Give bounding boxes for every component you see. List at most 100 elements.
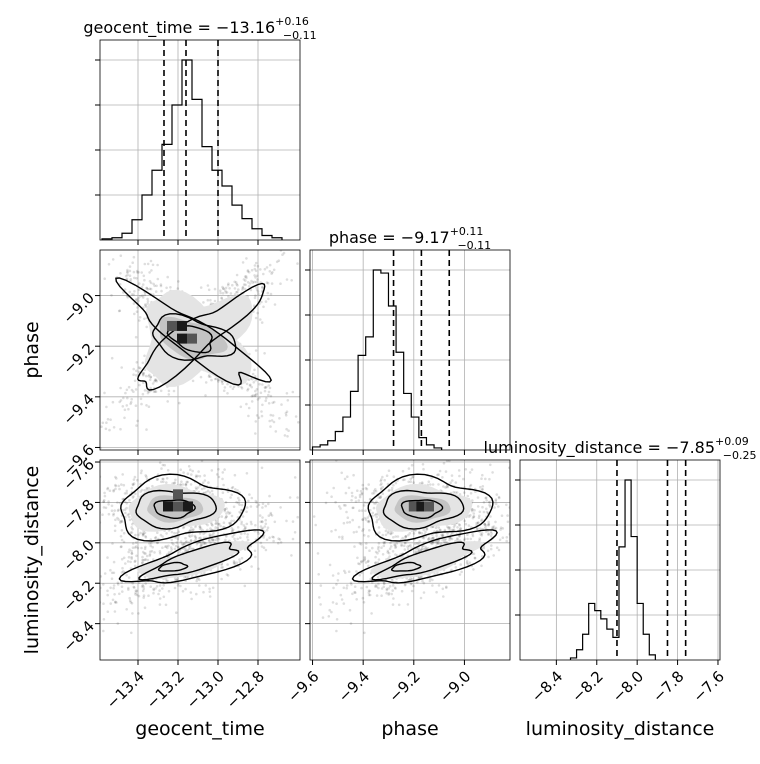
scatter-point — [167, 551, 171, 554]
scatter-point — [159, 284, 163, 288]
scatter-point — [465, 561, 469, 565]
scatter-point — [111, 542, 114, 545]
scatter-point — [194, 474, 198, 478]
scatter-point — [463, 519, 467, 523]
scatter-point — [263, 386, 267, 389]
scatter-point — [141, 283, 145, 286]
scatter-point — [142, 585, 145, 588]
hist-title-geocent_time: geocent_time = −13.16+0.16 −0.11 — [83, 15, 316, 42]
scatter-point — [411, 475, 415, 479]
scatter-point — [352, 473, 355, 477]
scatter-point — [421, 463, 425, 466]
scatter-point — [327, 615, 331, 618]
scatter-point — [254, 389, 257, 393]
scatter-point — [177, 280, 180, 283]
scatter-point — [110, 571, 114, 575]
scatter-point — [395, 542, 399, 545]
scatter-point — [255, 388, 259, 391]
scatter-point — [243, 584, 247, 588]
scatter-point — [241, 261, 245, 264]
scatter-point — [173, 481, 177, 484]
scatter-point — [387, 551, 391, 555]
scatter-point — [235, 291, 238, 294]
scatter-point — [484, 526, 487, 529]
scatter-point — [404, 541, 407, 545]
scatter-point — [230, 530, 234, 533]
scatter-point — [436, 473, 439, 477]
scatter-point — [285, 278, 289, 281]
scatter-point — [111, 598, 115, 602]
scatter-point — [139, 531, 142, 535]
scatter-point — [141, 392, 145, 396]
scatter-point — [149, 259, 153, 263]
scatter-point — [452, 528, 456, 531]
scatter-point — [376, 561, 380, 564]
scatter-point — [123, 288, 127, 291]
scatter-point — [437, 473, 440, 476]
scatter-point — [138, 282, 141, 285]
scatter-point — [441, 538, 444, 542]
scatter-point — [338, 505, 341, 508]
scatter-point — [396, 535, 400, 538]
scatter-point — [441, 476, 444, 479]
scatter-point — [291, 520, 295, 523]
scatter-point — [114, 487, 117, 491]
scatter-point — [262, 305, 265, 309]
scatter-point — [495, 493, 499, 496]
scatter-point — [374, 488, 377, 491]
scatter-point — [319, 603, 322, 606]
scatter-point — [198, 584, 201, 587]
scatter-point — [179, 540, 183, 543]
scatter-point — [506, 514, 509, 517]
scatter-point — [257, 416, 261, 420]
x-tick-label: −9.4 — [335, 667, 373, 705]
scatter-point — [147, 486, 151, 490]
scatter-point — [245, 402, 248, 406]
scatter-point — [261, 516, 264, 519]
scatter-point — [128, 265, 132, 268]
scatter-point — [100, 446, 102, 450]
scatter-point — [117, 484, 120, 488]
scatter-point — [131, 482, 135, 486]
scatter-point — [140, 271, 143, 274]
scatter-point — [123, 416, 126, 420]
scatter-point — [441, 534, 444, 538]
scatter-point — [189, 539, 193, 542]
scatter-point — [362, 559, 365, 563]
scatter-point — [231, 529, 234, 532]
scatter-point — [429, 577, 432, 581]
scatter-point — [403, 541, 407, 544]
scatter-point — [335, 602, 338, 605]
scatter-point — [245, 472, 249, 475]
x-tick-label: −7.8 — [649, 667, 687, 705]
scatter-point — [230, 514, 234, 518]
scatter-point — [501, 527, 505, 530]
scatter-point — [403, 583, 407, 587]
scatter-point — [137, 370, 141, 374]
scatter-point — [192, 528, 195, 531]
scatter-point — [135, 541, 138, 544]
scatter-point — [281, 253, 284, 256]
scatter-point — [392, 536, 395, 539]
scatter-point — [102, 499, 106, 502]
scatter-point — [254, 378, 257, 382]
scatter-point — [111, 400, 115, 404]
scatter-point — [240, 556, 244, 560]
x-tick-label: −9.0 — [436, 667, 474, 705]
scatter-point — [143, 389, 147, 392]
scatter-point — [488, 505, 492, 508]
scatter-point — [458, 524, 462, 527]
scatter-point — [223, 509, 227, 513]
scatter-point — [113, 593, 116, 596]
scatter-point — [137, 533, 140, 537]
scatter-point — [372, 491, 376, 495]
scatter-point — [130, 549, 133, 553]
scatter-point — [173, 577, 177, 580]
scatter-point — [191, 574, 194, 578]
scatter-point — [132, 255, 136, 259]
scatter-point — [145, 475, 148, 479]
scatter-point — [410, 546, 413, 549]
scatter-point — [142, 373, 145, 376]
scatter-point — [244, 275, 248, 278]
